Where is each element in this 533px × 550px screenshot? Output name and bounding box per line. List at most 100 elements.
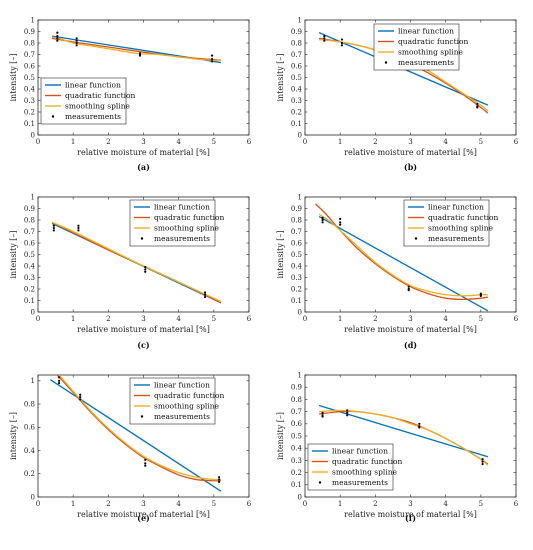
- y-tick-label: 1: [298, 371, 302, 379]
- x-tick-label: 2: [373, 315, 377, 323]
- measurement-point: [321, 218, 324, 222]
- legend-entry: quadratic function: [332, 457, 403, 466]
- measurement-point: [75, 41, 78, 45]
- x-tick-label: 6: [247, 138, 252, 146]
- measurement-point: [210, 60, 214, 63]
- measurement-point: [77, 229, 80, 232]
- panel-label: (b): [404, 162, 417, 172]
- measurement-point: [79, 398, 82, 401]
- y-tick-label: 0.3: [24, 97, 35, 105]
- legend-entry: smoothing spline: [154, 224, 220, 233]
- measurement-point: [340, 38, 344, 41]
- measurement-point: [321, 411, 324, 414]
- y-tick-label: 0.6: [24, 239, 36, 247]
- series-line-smoothing-spline: [318, 213, 488, 297]
- x-tick-label: 2: [106, 315, 110, 323]
- y-tick-label: 0.6: [24, 62, 36, 70]
- measurement-point: [218, 480, 221, 483]
- x-tick-label: 1: [71, 500, 75, 508]
- y-axis-label: intensity [–]: [9, 54, 18, 102]
- x-tick-label: 4: [443, 500, 448, 508]
- measurement-point: [144, 458, 147, 461]
- measurement-point: [203, 295, 207, 299]
- measurement-point: [339, 217, 342, 220]
- y-tick-label: 0.4: [291, 262, 303, 270]
- x-tick-label: 4: [176, 500, 181, 508]
- legend-entry: linear function: [332, 447, 388, 456]
- legend-marker: [140, 415, 144, 418]
- y-axis-label: intensity [–]: [9, 412, 18, 460]
- x-tick-label: 5: [479, 500, 483, 508]
- measurement-point: [75, 39, 78, 42]
- y-tick-label: 0.9: [291, 384, 302, 392]
- panel-label: (d): [404, 340, 417, 350]
- y-tick-label: 0.6: [291, 62, 303, 70]
- x-tick-label: 2: [106, 138, 110, 146]
- measurement-point: [144, 270, 147, 273]
- panel-label: (f): [405, 513, 416, 523]
- measurement-point: [339, 223, 342, 226]
- x-tick-label: 3: [408, 138, 412, 146]
- measurement-point: [346, 409, 349, 412]
- x-tick-label: 4: [176, 315, 181, 323]
- measurement-point: [346, 414, 349, 417]
- measurement-point: [476, 102, 479, 106]
- measurement-point: [52, 229, 55, 232]
- measurement-point: [56, 31, 59, 34]
- y-tick-label: 0.8: [24, 400, 35, 408]
- measurement-point: [340, 41, 344, 45]
- legend-entry: smoothing spline: [332, 468, 398, 477]
- measurement-point: [481, 460, 484, 463]
- x-tick-label: 0: [303, 315, 307, 323]
- y-tick-label: 0.9: [291, 205, 302, 213]
- legend-entry: measurements: [154, 412, 210, 421]
- y-tick-label: 0.8: [291, 39, 302, 47]
- chart-panel-3: 0 1 2 3 4 5 600.10.20.30.40.50.60.70.80.91rela…: [9, 193, 252, 350]
- legend-entry: quadratic function: [428, 213, 499, 222]
- y-tick-label: 0.4: [24, 447, 36, 455]
- y-tick-label: 0.4: [24, 262, 36, 270]
- y-tick-label: 1: [298, 193, 302, 201]
- x-tick-label: 2: [373, 500, 377, 508]
- x-axis-label: relative moisture of material [%]: [344, 510, 477, 519]
- x-axis-label: relative moisture of material [%]: [77, 148, 210, 157]
- y-tick-label: 0.8: [291, 216, 302, 224]
- y-tick-label: 0: [298, 493, 302, 501]
- y-tick-label: 0.1: [291, 297, 302, 305]
- measurement-point: [339, 221, 342, 224]
- series-line-linear-function: [318, 215, 489, 312]
- y-tick-label: 0.4: [24, 85, 36, 93]
- x-tick-label: 6: [514, 138, 519, 146]
- legend-entry: measurements: [428, 234, 484, 243]
- y-tick-label: 0.6: [24, 424, 36, 432]
- measurement-point: [218, 478, 221, 481]
- legend-entry: linear function: [428, 203, 484, 212]
- measurement-point: [138, 54, 142, 57]
- chart-panel-4: 0 1 2 3 4 5 600.10.20.30.40.50.60.70.80.91rela…: [276, 193, 519, 350]
- x-axis-label: relative moisture of material [%]: [344, 325, 477, 334]
- y-tick-label: 0.3: [291, 274, 302, 282]
- measurement-point: [418, 426, 421, 429]
- measurement-point: [476, 106, 479, 109]
- measurement-point: [144, 268, 147, 271]
- x-tick-label: 0: [36, 315, 40, 323]
- y-tick-label: 1: [298, 16, 302, 24]
- measurement-point: [56, 39, 59, 42]
- x-tick-label: 6: [247, 315, 252, 323]
- x-tick-label: 2: [373, 138, 377, 146]
- measurement-point: [203, 293, 207, 296]
- legend-entry: quadratic function: [398, 37, 469, 46]
- y-tick-label: 0.8: [24, 39, 35, 47]
- measurement-point: [407, 285, 410, 288]
- y-tick-label: 0.5: [291, 251, 302, 259]
- legend-entry: quadratic function: [154, 391, 225, 400]
- y-tick-label: 0.2: [291, 285, 302, 293]
- measurement-point: [346, 411, 349, 414]
- measurement-point: [77, 224, 80, 227]
- chart-panel-2: 0 1 2 3 4 5 600.10.20.30.40.50.60.70.80.91rela…: [276, 16, 519, 172]
